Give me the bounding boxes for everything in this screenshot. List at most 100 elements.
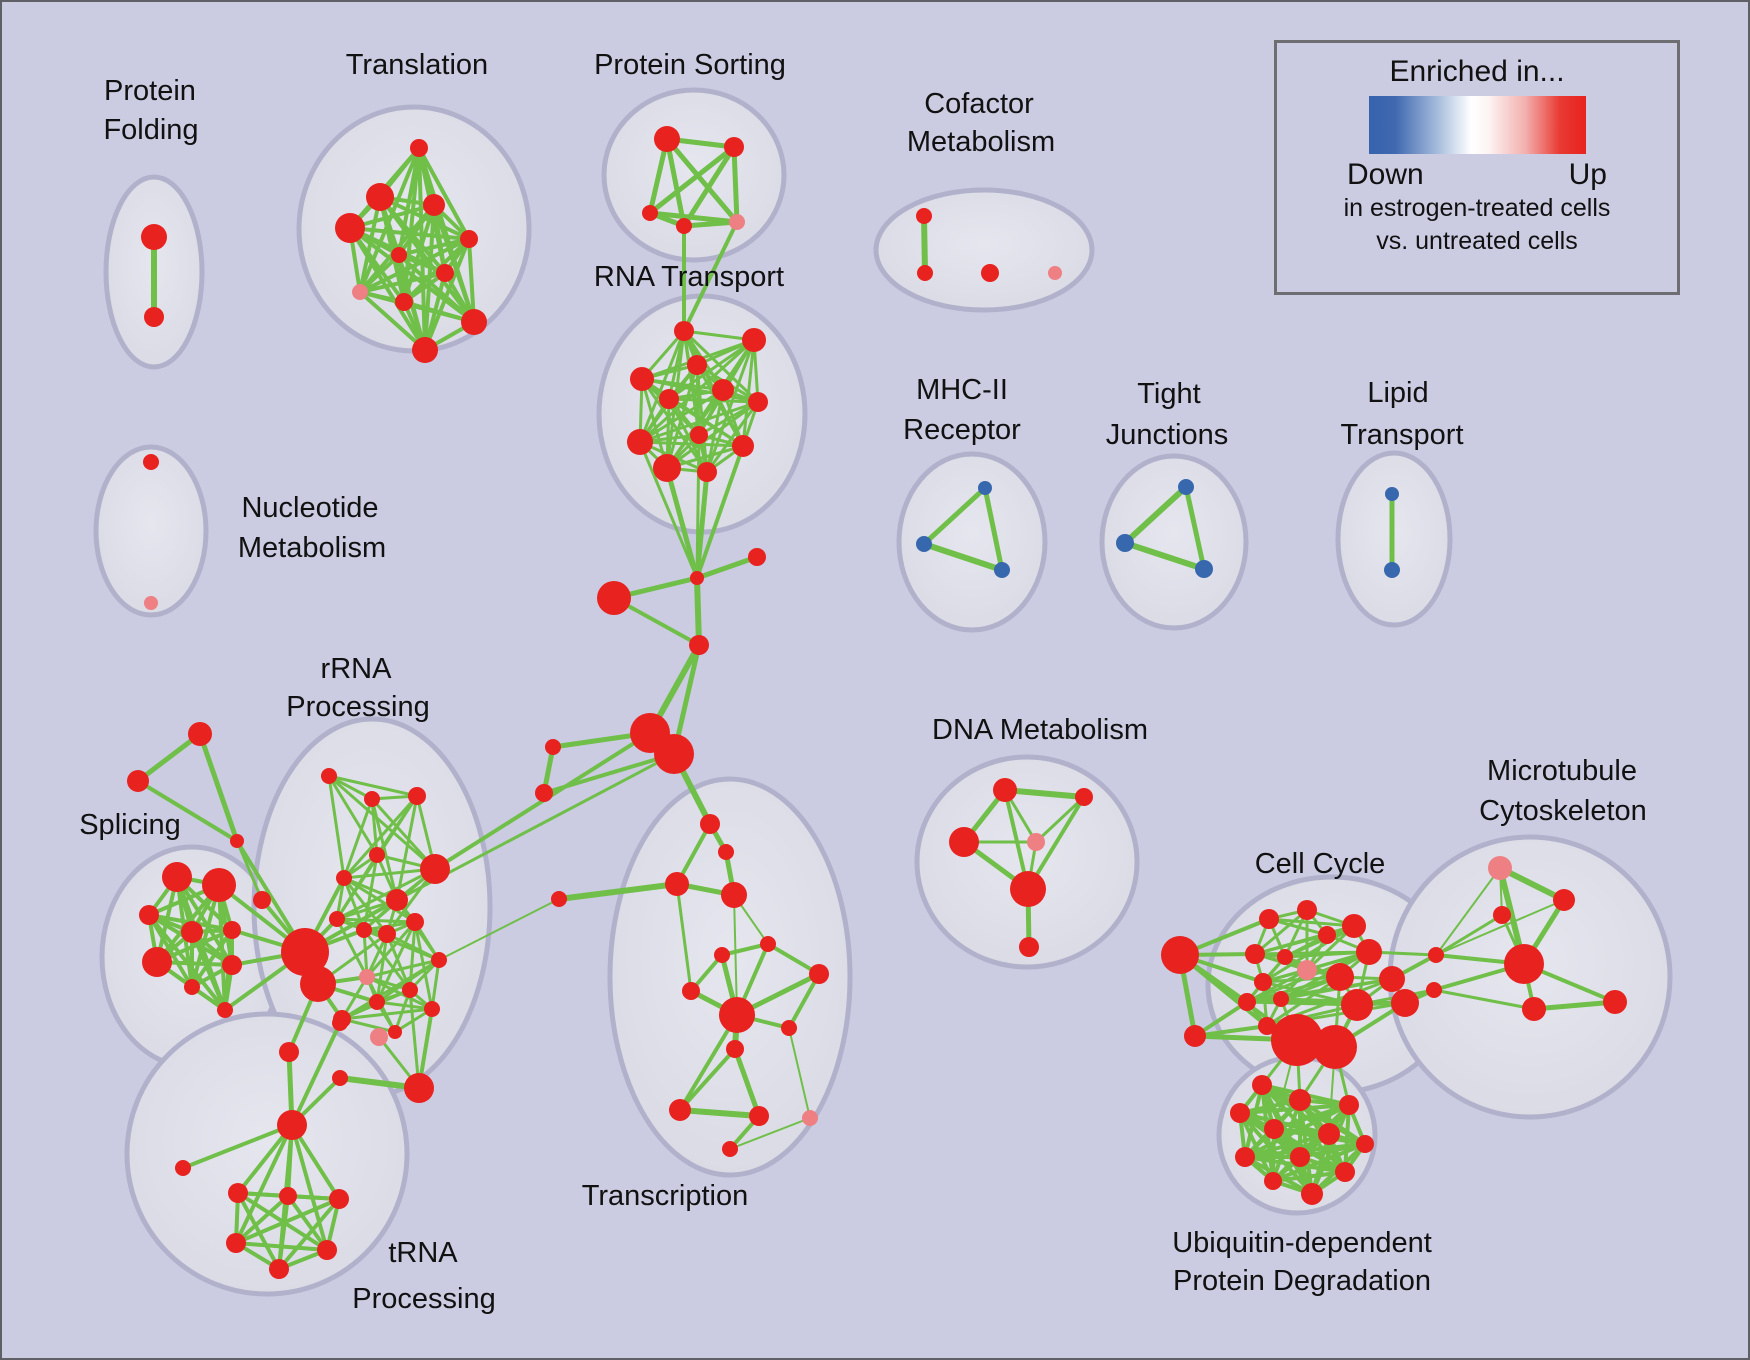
edge	[365, 958, 441, 979]
edge	[677, 1107, 762, 1119]
cluster-label: Tight	[1137, 378, 1200, 410]
gene-set-node	[386, 889, 408, 911]
gene-set-node	[408, 787, 426, 805]
gene-set-node	[916, 536, 932, 552]
gene-set-node	[721, 882, 747, 908]
edge	[438, 898, 560, 961]
edge	[640, 377, 760, 404]
gene-set-node	[535, 784, 553, 802]
legend-caption-line2: vs. untreated cells	[1376, 227, 1578, 255]
gene-set-node	[1252, 1075, 1272, 1095]
edge	[395, 794, 419, 902]
edge	[235, 839, 264, 902]
edge	[234, 1123, 294, 1245]
gene-set-node	[714, 947, 730, 963]
gene-set-node	[431, 952, 447, 968]
gene-set-node	[1264, 1119, 1284, 1139]
edge	[664, 136, 740, 225]
gene-set-node	[1258, 1017, 1276, 1035]
gene-set-node	[222, 955, 242, 975]
edge	[667, 338, 756, 401]
edge	[234, 1197, 341, 1245]
edge	[675, 882, 693, 993]
gene-set-node	[1010, 871, 1046, 907]
cluster-label: Cofactor	[924, 88, 1034, 120]
gene-set-node	[1326, 963, 1354, 991]
edge	[413, 920, 434, 1011]
gene-set-node	[1504, 944, 1544, 984]
gene-set-node	[1493, 906, 1511, 924]
gene-set-node	[1178, 479, 1194, 495]
gene-set-node	[700, 814, 720, 834]
gene-set-node	[1335, 1162, 1355, 1182]
legend-up-label: Up	[1568, 158, 1607, 191]
edge	[236, 1191, 281, 1271]
gene-set-node	[388, 1025, 402, 1039]
gene-set-node	[1277, 949, 1293, 965]
edge	[1283, 950, 1371, 959]
gene-set-node	[689, 635, 709, 655]
edge	[1434, 913, 1504, 957]
edge	[327, 774, 437, 871]
cluster-label: Ubiquitin-dependent	[1172, 1227, 1432, 1259]
gene-set-node	[994, 562, 1010, 578]
gene-set-node	[141, 224, 167, 250]
gene-set-node	[1289, 1089, 1311, 1111]
edge	[1435, 899, 1565, 956]
gene-set-node	[391, 247, 407, 263]
edge	[286, 1194, 329, 1252]
gene-set-node	[1245, 944, 1265, 964]
gene-set-node	[1273, 991, 1289, 1007]
cluster-label: Lipid	[1367, 377, 1428, 409]
edge	[181, 1123, 294, 1170]
gene-set-node	[697, 462, 717, 482]
gene-set-node	[230, 834, 244, 848]
gene-set-node	[410, 139, 428, 157]
cluster-cofactor-metabolism-ellipse	[873, 187, 1095, 313]
edge	[375, 920, 417, 1004]
gene-set-node	[424, 1001, 440, 1017]
gene-set-node	[1184, 1025, 1206, 1047]
cluster-label: Metabolism	[238, 532, 386, 564]
edge	[234, 1194, 290, 1245]
gene-set-node	[719, 997, 755, 1033]
gene-set-node	[1301, 1183, 1323, 1205]
edge	[667, 397, 760, 404]
edge	[1531, 999, 1618, 1012]
edge	[1253, 924, 1356, 956]
edge	[358, 290, 427, 352]
edge	[556, 881, 680, 902]
edge	[681, 219, 740, 229]
gene-set-node	[1264, 1172, 1282, 1190]
legend-caption-line1: in estrogen-treated cells	[1343, 194, 1611, 222]
legend-title: Enriched in...	[1389, 55, 1565, 88]
gene-set-node	[460, 230, 478, 248]
gene-set-node	[1271, 1014, 1323, 1066]
cluster-dna-metabolism-ellipse	[914, 754, 1140, 970]
edge	[190, 928, 234, 989]
gene-set-node	[687, 355, 707, 375]
gene-set-node	[742, 328, 766, 352]
cluster-label: DNA Metabolism	[932, 714, 1148, 746]
gene-set-node	[143, 454, 159, 470]
gene-set-node	[1379, 966, 1405, 992]
edge	[682, 220, 739, 333]
gene-set-node	[404, 1073, 434, 1103]
edge	[335, 917, 417, 924]
edge	[729, 1117, 811, 1150]
cluster-label: RNA Transport	[594, 261, 784, 293]
cluster-label: Processing	[286, 691, 429, 723]
legend-box: Enriched in... Down Up in estrogen-treat…	[1274, 40, 1680, 295]
gene-set-node	[1318, 1123, 1340, 1145]
edge	[681, 144, 737, 229]
edge	[732, 1046, 762, 1119]
gene-set-node	[1522, 997, 1546, 1021]
edge	[647, 144, 737, 216]
edge	[638, 388, 725, 444]
gene-set-node	[217, 1002, 233, 1018]
gene-set-node	[175, 1160, 191, 1176]
gene-set-node	[665, 872, 689, 896]
gene-set-node	[597, 581, 631, 615]
gene-set-node	[722, 1141, 738, 1157]
cluster-label: Metabolism	[907, 126, 1055, 158]
